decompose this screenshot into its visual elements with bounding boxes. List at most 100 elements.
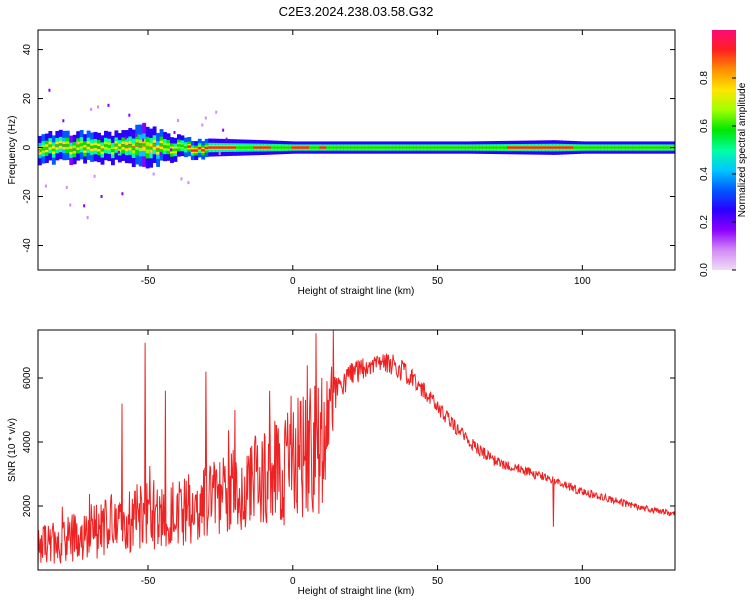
spectrogram-cell — [218, 152, 221, 156]
colorbar-tick-label: 0.6 — [699, 119, 710, 133]
snr-x-label: Height of straight line (km) — [298, 586, 415, 597]
spectrogram-cell — [548, 146, 553, 149]
spectrogram-cell — [493, 146, 498, 149]
spectrogram-cell — [159, 151, 162, 155]
spectrogram-cell — [416, 146, 421, 149]
spectrogram-cell — [618, 146, 623, 149]
x-tick-label: 100 — [574, 276, 591, 287]
x-tick-label: -50 — [141, 276, 156, 287]
spectrogram-cell — [336, 146, 341, 149]
spectrogram-cell — [55, 144, 60, 147]
spectrogram-cell — [423, 146, 428, 149]
spectrogram-cell — [302, 146, 306, 149]
spectrogram-cell — [517, 146, 522, 149]
y-tick-label: -20 — [22, 189, 33, 204]
spectrogram-cell — [646, 146, 650, 149]
spectrogram-cell — [128, 113, 131, 117]
spectrogram-cell — [639, 146, 643, 149]
spectrogram-cell — [173, 130, 176, 134]
spectrogram-cell — [364, 146, 369, 149]
spectrogram-cell — [385, 146, 390, 149]
spectrogram-cell — [666, 146, 671, 149]
colorbar-tick-label: 0.2 — [699, 215, 710, 229]
spectrogram-cell — [597, 146, 602, 149]
spectrogram-cell — [236, 146, 240, 149]
spectrogram-cell — [62, 119, 65, 123]
spectrogram-cell — [83, 147, 88, 151]
spectrogram-cell — [204, 116, 207, 120]
spectrogram-y-label: Frequency (Hz) — [7, 116, 18, 185]
spectrogram-cell — [472, 146, 477, 149]
spectrogram-cell — [263, 146, 268, 149]
spectrogram-cell — [176, 144, 181, 147]
spectrogram-cell — [576, 146, 581, 149]
spectrogram-cell — [222, 146, 227, 149]
spectrogram-cell — [128, 144, 133, 147]
colorbar-tick-label: 0.8 — [699, 71, 710, 85]
spectrogram-cell — [260, 146, 265, 149]
spectrogram-cell — [215, 146, 220, 149]
spectrogram-cell — [86, 144, 91, 147]
spectrogram-cell — [378, 146, 383, 149]
spectrogram-cell — [427, 146, 432, 149]
spectrogram-cell — [142, 143, 147, 147]
spectrogram-cell — [538, 146, 543, 149]
spectrogram-cell — [270, 146, 275, 149]
spectrogram-cell — [451, 146, 456, 149]
spectrogram-cell — [580, 146, 584, 149]
spectrogram-cell — [562, 146, 567, 149]
spectrogram-cell — [239, 146, 244, 149]
spectrogram-cell — [44, 184, 47, 188]
spectrogram-cell — [204, 146, 209, 150]
spectrogram-cell — [357, 146, 362, 149]
spectrogram-cell — [604, 146, 609, 149]
spectrogram-cell — [496, 146, 501, 149]
spectrogram-cell — [131, 147, 136, 150]
spectrogram-cell — [215, 110, 218, 114]
colorbar-label: Normalized spectral amplitude — [737, 82, 748, 217]
y-tick-label: 4000 — [22, 430, 33, 453]
spectrogram-cell — [97, 105, 100, 109]
spectrogram-cell — [86, 216, 89, 220]
spectrogram-cell — [48, 144, 53, 147]
spectrogram-cell — [583, 146, 588, 149]
spectrogram-cell — [194, 149, 199, 152]
figure-title: C2E3.2024.238.03.58.G32 — [279, 4, 434, 19]
spectrogram-cell — [232, 146, 237, 149]
spectrogram-cell — [93, 145, 98, 148]
spectrogram-cell — [145, 146, 150, 149]
spectrogram-cell — [621, 146, 626, 149]
spectrogram-cell — [486, 146, 491, 149]
spectrogram-cell — [222, 128, 225, 132]
spectrogram-cell — [76, 140, 79, 144]
x-tick-label: 50 — [432, 576, 444, 587]
spectrogram-cell — [187, 181, 190, 185]
spectrogram-cell — [388, 146, 393, 149]
spectrogram-cell — [447, 146, 452, 149]
spectrogram-cell — [663, 146, 668, 149]
spectrogram-cell — [183, 146, 188, 149]
spectrogram-cell — [218, 146, 223, 149]
spectrogram-cell — [149, 151, 152, 155]
spectrogram-cell — [180, 144, 185, 147]
spectrogram-cell — [406, 146, 411, 149]
spectrogram-cell — [211, 146, 216, 149]
spectrogram-cell — [246, 146, 251, 149]
spectrogram-cell — [90, 107, 93, 111]
spectrogram-x-axis: -50 0 50 100 — [141, 30, 591, 287]
spectrogram-cell — [343, 146, 348, 149]
x-tick-label: 0 — [290, 576, 296, 587]
spectrogram-cell — [465, 146, 470, 149]
spectrogram-cell — [138, 144, 143, 147]
spectrogram-cell — [176, 119, 179, 123]
spectrogram-cell — [180, 177, 183, 181]
spectrogram-cell — [156, 148, 161, 152]
spectrogram-cell — [395, 146, 400, 149]
spectrogram-cell — [656, 146, 661, 149]
spectrogram-cell — [541, 146, 546, 149]
spectrogram-cell — [482, 146, 487, 149]
spectrogram-cell — [552, 146, 557, 149]
spectrogram-cell — [354, 146, 359, 149]
spectrogram-cell — [121, 144, 126, 147]
spectrogram-cell — [170, 148, 173, 152]
